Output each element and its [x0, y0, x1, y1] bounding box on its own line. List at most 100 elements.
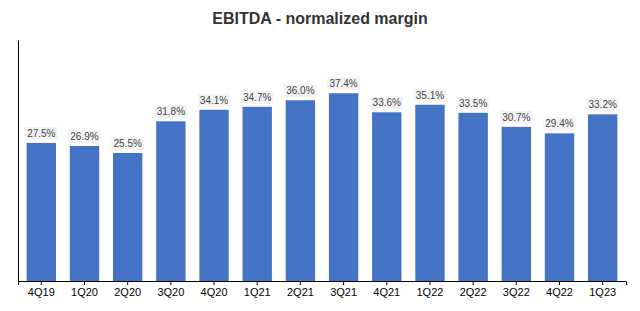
bar: [286, 100, 315, 281]
x-tick-label: 2Q21: [287, 286, 314, 298]
y-axis: [18, 41, 19, 282]
data-label-group: 33.2%: [587, 98, 619, 111]
data-label-box: [155, 105, 187, 118]
bar: [113, 153, 142, 281]
data-label: 27.5%: [27, 128, 55, 139]
x-tick: 4Q21: [373, 281, 400, 298]
x-tick-mark: [84, 281, 85, 285]
data-label-box: [284, 84, 316, 97]
x-tick: 2Q21: [287, 281, 314, 298]
data-labels: 27.5% 26.9% 25.5% 31.8% 34.1% 34.7% 36.0% 37.4%…: [25, 77, 619, 150]
data-label: 34.1%: [200, 95, 228, 106]
data-label: 33.5%: [459, 98, 487, 109]
x-tick-label: 3Q20: [157, 286, 184, 298]
bar: [329, 93, 358, 281]
x-tick-label: 2Q22: [460, 286, 487, 298]
data-label-box: [327, 77, 359, 90]
x-tick-label: 3Q22: [503, 286, 530, 298]
x-tick-mark: [386, 281, 387, 285]
x-tick-mark: [41, 281, 42, 285]
data-label-box: [371, 96, 403, 109]
bar: [27, 143, 56, 281]
x-tick-label: 1Q22: [416, 286, 443, 298]
x-tick-label: 4Q20: [201, 286, 228, 298]
x-tick-mark: [559, 281, 560, 285]
plot-area: 4Q19 1Q20 2Q20 3Q20 4Q20 1Q21 2Q21 3Q21 4Q21 1Q22…: [19, 41, 627, 298]
data-label-box: [543, 117, 575, 130]
x-tick: 1Q22: [416, 281, 443, 298]
bar: [372, 112, 401, 281]
data-label-box: [414, 89, 446, 102]
x-tick-label: 1Q23: [589, 286, 616, 298]
data-label-group: 33.6%: [371, 96, 403, 109]
x-tick: 3Q20: [157, 281, 184, 298]
x-tick-label: 3Q21: [330, 286, 357, 298]
x-tick: 2Q22: [460, 281, 487, 298]
x-tick: 1Q23: [589, 281, 616, 298]
x-axis-line: [19, 282, 627, 286]
x-tick: 4Q22: [546, 281, 573, 298]
x-tick: 4Q20: [201, 281, 228, 298]
x-tick-mark: [300, 281, 301, 285]
x-tick-label: 1Q20: [71, 286, 98, 298]
x-tick-mark: [473, 281, 474, 285]
data-label-box: [112, 137, 144, 150]
x-tick: 1Q20: [71, 281, 98, 298]
chart-title: EBITDA - normalized margin: [212, 10, 427, 27]
data-label-group: 36.0%: [284, 84, 316, 97]
bar: [415, 105, 444, 281]
data-label-group: 30.7%: [500, 111, 532, 124]
data-label: 37.4%: [329, 78, 357, 89]
data-label-group: 29.4%: [543, 117, 575, 130]
data-label-group: 33.5%: [457, 97, 489, 110]
bar: [502, 127, 531, 281]
data-label-group: 26.9%: [68, 130, 100, 143]
data-label-box: [241, 91, 273, 104]
data-label-box: [457, 97, 489, 110]
x-tick-mark: [602, 281, 603, 285]
data-label: 35.1%: [416, 90, 444, 101]
bar: [199, 110, 228, 281]
data-label: 30.7%: [502, 112, 530, 123]
data-label-box: [25, 127, 57, 140]
x-tick: 1Q21: [244, 281, 271, 298]
bar: [70, 146, 99, 281]
y-axis-line: [18, 41, 19, 282]
x-tick-mark: [343, 281, 344, 285]
data-label-box: [198, 94, 230, 107]
data-label-group: 35.1%: [414, 89, 446, 102]
data-label: 34.7%: [243, 92, 271, 103]
bar: [458, 113, 487, 281]
x-tick-mark: [170, 281, 171, 285]
x-tick-mark: [429, 281, 430, 285]
data-label-group: 25.5%: [112, 137, 144, 150]
bar: [588, 114, 617, 281]
x-axis: 4Q19 1Q20 2Q20 3Q20 4Q20 1Q21 2Q21 3Q21 4Q21 1Q22…: [19, 281, 627, 298]
x-tick-label: 1Q21: [244, 286, 271, 298]
data-label: 33.6%: [373, 97, 401, 108]
x-tick-mark: [516, 281, 517, 285]
data-label: 26.9%: [70, 131, 98, 142]
data-label-group: 27.5%: [25, 127, 57, 140]
data-label-box: [587, 98, 619, 111]
x-tick: 3Q21: [330, 281, 357, 298]
data-label: 36.0%: [286, 85, 314, 96]
data-label-box: [68, 130, 100, 143]
data-label-group: 31.8%: [155, 105, 187, 118]
data-label-group: 37.4%: [327, 77, 359, 90]
x-tick-mark: [127, 281, 128, 285]
data-label: 33.2%: [589, 99, 617, 110]
data-label: 29.4%: [545, 118, 573, 129]
x-tick-mark: [214, 281, 215, 285]
data-label: 31.8%: [157, 106, 185, 117]
x-tick: 2Q20: [114, 281, 141, 298]
x-tick: 3Q22: [503, 281, 530, 298]
x-tick-label: 4Q22: [546, 286, 573, 298]
data-label-box: [500, 111, 532, 124]
data-label-group: 34.1%: [198, 94, 230, 107]
x-tick-label: 4Q19: [28, 286, 55, 298]
bar: [156, 121, 185, 281]
chart-svg: 4Q19 1Q20 2Q20 3Q20 4Q20 1Q21 2Q21 3Q21 4Q21 1Q22…: [0, 0, 640, 311]
bar: [243, 107, 272, 281]
data-label-group: 34.7%: [241, 91, 273, 104]
